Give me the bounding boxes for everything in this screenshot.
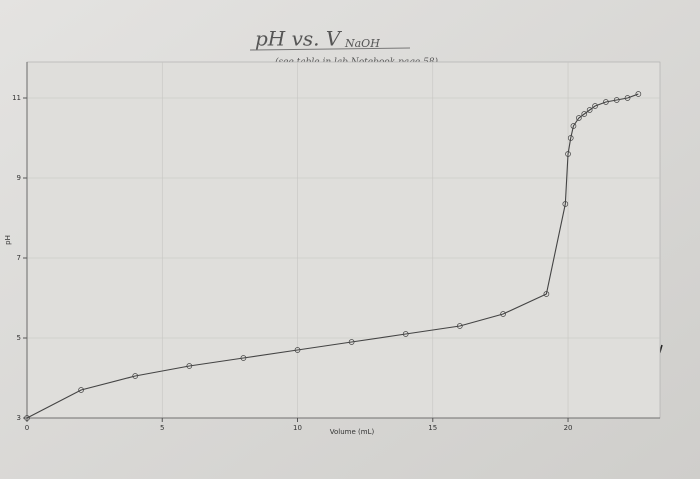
data-point bbox=[562, 201, 569, 207]
x-tick-label: 0 bbox=[25, 424, 29, 432]
data-point bbox=[24, 415, 30, 421]
data-point bbox=[570, 123, 577, 129]
data-point bbox=[543, 291, 550, 297]
title-underline bbox=[249, 47, 411, 51]
data-point bbox=[613, 97, 620, 103]
x-tick-label: 5 bbox=[160, 424, 164, 432]
data-point bbox=[402, 331, 409, 337]
data-point bbox=[575, 115, 582, 121]
data-point bbox=[635, 91, 642, 97]
data-point bbox=[456, 323, 463, 329]
x-tick-label: 15 bbox=[428, 424, 437, 432]
data-point bbox=[581, 111, 588, 117]
y-tick-label: 3 bbox=[17, 414, 21, 422]
data-point bbox=[294, 347, 301, 353]
data-point bbox=[565, 151, 571, 157]
data-point bbox=[603, 99, 609, 105]
x-axis-label: Volume (mL) bbox=[330, 428, 375, 436]
data-line bbox=[26, 93, 639, 419]
data-point bbox=[567, 135, 574, 141]
y-tick-label: 5 bbox=[17, 334, 21, 342]
data-point bbox=[348, 339, 355, 345]
y-axis-label: pH bbox=[4, 235, 12, 245]
x-tick-label: 10 bbox=[293, 424, 302, 432]
data-point bbox=[186, 363, 193, 369]
chart-title: pH vs. V bbox=[255, 27, 343, 51]
chart-title-subscript: NaOH bbox=[344, 37, 380, 50]
data-point bbox=[624, 95, 631, 101]
data-point bbox=[78, 387, 84, 393]
data-point bbox=[500, 311, 506, 317]
x-tick-label: 20 bbox=[564, 424, 573, 432]
data-point bbox=[592, 103, 598, 109]
data-point bbox=[586, 107, 593, 113]
y-tick-label: 9 bbox=[17, 174, 21, 182]
plot-area bbox=[26, 61, 661, 419]
data-point bbox=[240, 355, 247, 361]
y-tick-label: 7 bbox=[17, 254, 21, 262]
y-tick-label: 11 bbox=[12, 94, 21, 102]
data-point bbox=[132, 373, 139, 379]
